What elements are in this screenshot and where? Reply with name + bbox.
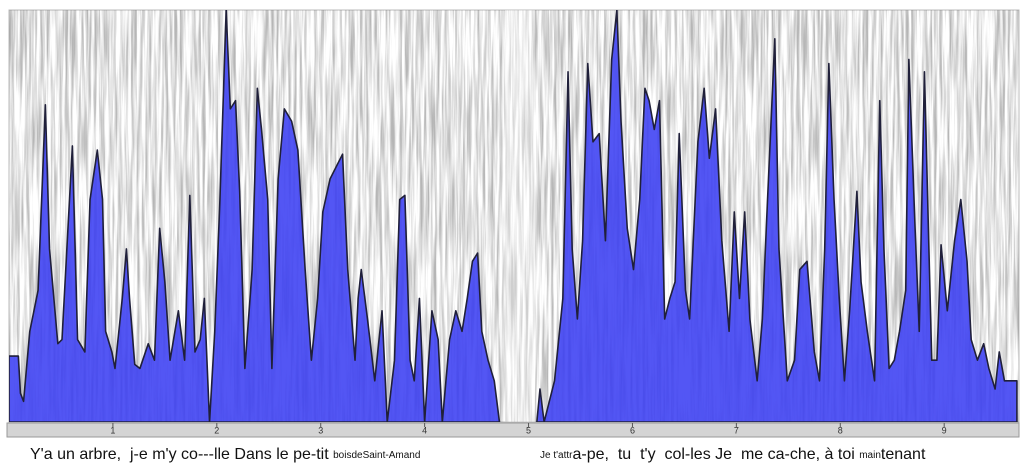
- x-tick-label: 6: [630, 425, 635, 435]
- lyric-segment: Je t'attr: [540, 450, 573, 461]
- x-tick-label: 9: [942, 425, 947, 435]
- x-tick-label: 1: [110, 425, 115, 435]
- lyric-segment: main: [859, 450, 881, 461]
- lyric-segment: boisdeSaint-Amand: [333, 450, 420, 461]
- lyric-segment: Y'a un arbre, j-e m'y co---lle Dans le p…: [30, 446, 333, 463]
- x-tick-label: 7: [734, 425, 739, 435]
- x-tick-label: 4: [422, 425, 427, 435]
- time-axis: 1 2 3 4 5 6 7 8 9: [110, 423, 947, 435]
- x-tick-label: 5: [526, 425, 531, 435]
- lyric-segment: tenant: [881, 446, 926, 463]
- time-axis-bar: [6, 422, 1020, 438]
- envelope-layer: [9, 10, 1018, 422]
- lyric-line: Y'a un arbre, j-e m'y co---lle Dans le p…: [30, 446, 420, 463]
- x-tick-label: 8: [838, 425, 843, 435]
- lyric-line: Je t'attra-pe, tu t'y col-les Je me ca-c…: [540, 446, 926, 463]
- intensity-area: [536, 10, 1018, 422]
- x-tick-label: 3: [318, 425, 323, 435]
- intensity-area: [9, 10, 501, 422]
- x-tick-label: 2: [214, 425, 219, 435]
- lyrics: Y'a un arbre, j-e m'y co---lle Dans le p…: [30, 446, 926, 463]
- lyric-segment: a-pe, tu t'y col-les Je me ca-che, à toi: [572, 446, 859, 463]
- pause-region: [505, 10, 535, 422]
